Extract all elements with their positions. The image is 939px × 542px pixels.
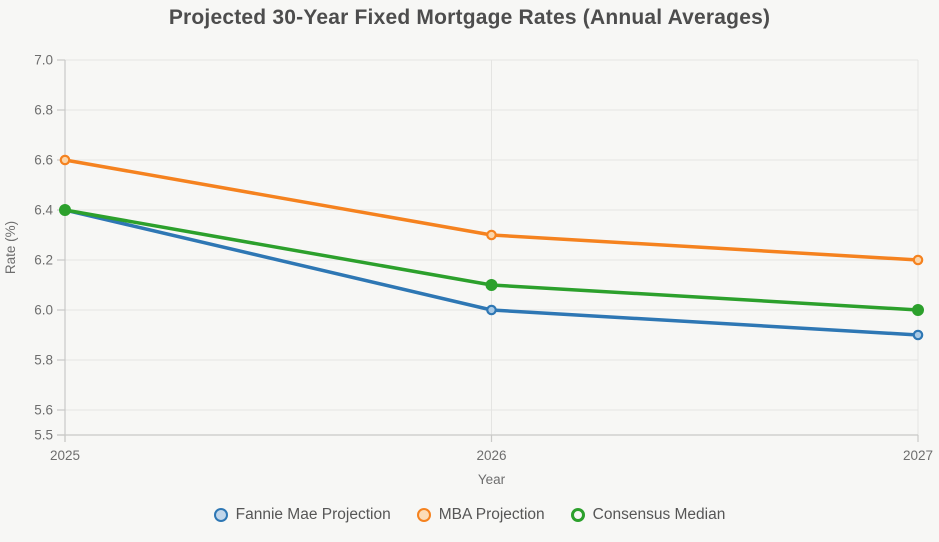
chart-title: Projected 30-Year Fixed Mortgage Rates (…: [168, 6, 771, 29]
y-tick-label: 7.0: [34, 53, 53, 68]
x-tick-label: 2026: [476, 448, 506, 463]
legend-swatch-circle-icon: [416, 508, 431, 522]
legend-item-mba[interactable]: MBA Projection: [416, 506, 545, 524]
y-tick-label: 6.8: [34, 103, 53, 118]
legend-label: MBA Projection: [438, 506, 545, 523]
y-tick-label: 6.6: [34, 153, 53, 168]
y-tick-label: 6.0: [34, 303, 53, 318]
data-point-marker: [59, 204, 71, 216]
legend-swatch-circle-icon: [570, 508, 585, 522]
legend-item-fannie-mae[interactable]: Fannie Mae Projection: [213, 506, 391, 524]
data-point-marker: [912, 254, 924, 266]
legend-swatch-circle-icon: [213, 508, 228, 522]
y-axis-title: Rate (%): [3, 221, 18, 274]
data-point-marker: [59, 154, 71, 166]
y-tick-label: 5.6: [34, 403, 53, 418]
x-axis-title: Year: [478, 472, 506, 487]
y-tick-label: 6.4: [34, 203, 53, 218]
y-tick-label: 5.5: [34, 428, 53, 443]
data-point-marker: [485, 279, 498, 291]
y-tick-label: 6.2: [34, 253, 53, 268]
data-point-marker: [912, 329, 924, 341]
y-tick-label: 5.8: [34, 353, 53, 368]
legend-label: Consensus Median: [592, 506, 726, 523]
data-point-marker: [486, 304, 497, 316]
legend-label: Fannie Mae Projection: [235, 506, 391, 523]
data-point-marker: [912, 304, 924, 316]
legend-item-consensus[interactable]: Consensus Median: [570, 506, 726, 524]
chart-legend: Fannie Mae Projection MBA Projection Con…: [0, 506, 939, 524]
x-tick-label: 2027: [903, 448, 933, 463]
data-point-marker: [486, 229, 497, 241]
x-tick-label: 2025: [50, 448, 80, 463]
